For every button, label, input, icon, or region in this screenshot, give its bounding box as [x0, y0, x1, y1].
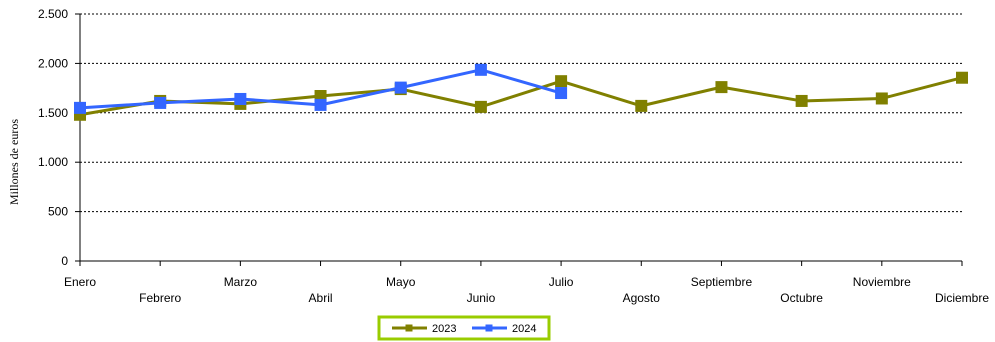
- data-point-2024: [394, 81, 407, 94]
- data-point-2023: [795, 94, 808, 107]
- x-tick-label: Octubre: [780, 291, 823, 305]
- legend-box: [377, 315, 551, 341]
- legend-label-2023: 2023: [432, 323, 456, 335]
- data-point-2023: [474, 100, 487, 113]
- data-point-2024: [234, 92, 247, 105]
- y-tick-label: 1.500: [38, 106, 68, 120]
- x-tick-label: Enero: [64, 275, 96, 289]
- legend: 2023 2024: [377, 315, 551, 341]
- x-axis-ticks: Enero Febrero Marzo Abril Mayo Junio Julio Agos…: [64, 261, 989, 305]
- data-point-2024: [154, 96, 167, 109]
- data-point-2023: [875, 92, 888, 105]
- data-point-2024: [555, 87, 568, 100]
- x-tick-label: Marzo: [224, 275, 258, 289]
- data-point-2024: [474, 63, 487, 76]
- y-axis-label: Millones de euros: [7, 119, 21, 205]
- x-tick-label: Julio: [549, 275, 574, 289]
- y-tick-label: 0: [61, 254, 68, 268]
- legend-marker-2024: [485, 324, 493, 332]
- x-tick-label: Abril: [309, 291, 333, 305]
- x-tick-label: Junio: [467, 291, 496, 305]
- x-tick-label: Agosto: [623, 291, 661, 305]
- data-point-2023: [956, 71, 968, 84]
- axes: [79, 14, 962, 262]
- y-tick-label: 1.000: [38, 155, 68, 169]
- x-tick-label: Mayo: [386, 275, 416, 289]
- y-tick-label: 2.500: [38, 7, 68, 21]
- data-point-2023: [555, 75, 568, 88]
- data-point-2023: [635, 99, 648, 112]
- data-point-2024: [314, 98, 327, 111]
- gridlines: [80, 13, 962, 213]
- y-axis-ticks: 0 500 1.000 1.500 2.000 2.500: [38, 7, 80, 268]
- y-tick-label: 2.000: [38, 56, 68, 70]
- x-tick-label: Febrero: [139, 291, 181, 305]
- x-tick-label: Noviembre: [853, 275, 911, 289]
- data-point-2023: [715, 81, 728, 94]
- y-tick-label: 500: [48, 205, 68, 219]
- series-line-2023: [79, 76, 963, 117]
- legend-label-2024: 2024: [512, 323, 536, 335]
- legend-marker-2023: [405, 324, 413, 332]
- data-point-2024: [74, 101, 86, 114]
- x-tick-label: Diciembre: [935, 291, 989, 305]
- series-group: [74, 63, 968, 121]
- x-tick-label: Septiembre: [691, 275, 753, 289]
